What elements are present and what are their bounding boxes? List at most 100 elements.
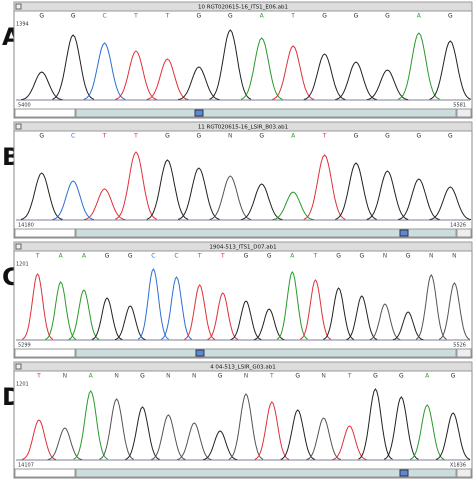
base-call: N: [383, 253, 388, 260]
base-call: C: [151, 253, 155, 260]
trace-peak: [303, 154, 346, 220]
scrollbar[interactable]: [75, 228, 457, 238]
trace-peak: [21, 419, 57, 461]
base-call: N: [114, 373, 119, 380]
close-box[interactable]: [15, 363, 22, 370]
trace-peak: [177, 167, 220, 220]
trace-peak: [52, 180, 95, 221]
base-call: G: [228, 13, 233, 20]
close-box[interactable]: [15, 243, 22, 250]
status-box: [14, 468, 76, 478]
base-call: G: [399, 373, 404, 380]
base-call: G: [385, 13, 390, 20]
trace-peak: [429, 40, 472, 100]
scroll-thumb[interactable]: [195, 349, 205, 357]
start-position: 14107: [18, 463, 34, 469]
base-call: G: [197, 133, 202, 140]
base-call: A: [82, 253, 87, 260]
trace-peak: [177, 66, 220, 101]
trace-peak: [306, 417, 341, 460]
base-call: G: [322, 13, 327, 20]
scroll-thumb[interactable]: [194, 109, 204, 117]
trace-peak: [335, 162, 377, 220]
close-box[interactable]: [15, 3, 22, 10]
trace-peak: [366, 69, 409, 101]
trace-peak: [125, 406, 160, 460]
trace-peak: [366, 170, 409, 220]
end-position: X1836: [450, 463, 466, 469]
base-call: G: [259, 133, 264, 140]
window: [13, 121, 473, 239]
trace-peak: [209, 175, 252, 220]
title-bar: [13, 1, 473, 12]
base-call: G: [417, 133, 422, 140]
scale-label: 1394: [16, 22, 29, 28]
scroll-thumb[interactable]: [399, 469, 409, 477]
close-box[interactable]: [15, 123, 22, 130]
trace-peak: [209, 29, 252, 100]
base-call: T: [133, 13, 138, 20]
scroll-thumb[interactable]: [399, 229, 409, 237]
status-box: [14, 348, 76, 358]
trace-peak: [230, 300, 262, 341]
scale-label: 1201: [16, 382, 29, 388]
trace-peak: [146, 159, 189, 220]
trace-peak: [177, 422, 212, 461]
trace-peak: [332, 425, 367, 461]
status-box: [14, 108, 76, 118]
scroll-arrows[interactable]: [456, 348, 472, 358]
base-call: A: [260, 13, 265, 20]
base-call: G: [336, 253, 341, 260]
base-call: N: [429, 253, 434, 260]
scrollbar[interactable]: [75, 468, 457, 478]
base-call: G: [385, 133, 390, 140]
trace-peak: [254, 401, 290, 460]
trace-peak: [151, 414, 186, 460]
base-call: G: [71, 13, 76, 20]
trace-peak: [415, 274, 447, 340]
trace-peak: [45, 281, 77, 340]
trace-peak: [397, 178, 440, 220]
trace-peak: [276, 271, 308, 340]
start-position: 14180: [18, 223, 34, 229]
base-call: G: [267, 253, 272, 260]
base-call: A: [59, 253, 64, 260]
base-call: T: [290, 13, 295, 20]
trace-peak: [253, 308, 285, 341]
trace-peak: [114, 305, 146, 341]
trace-peak: [280, 409, 315, 460]
trace-peak: [99, 398, 134, 460]
base-call: T: [36, 373, 41, 380]
status-box: [14, 228, 76, 238]
base-call: T: [313, 253, 318, 260]
trace-peak: [240, 183, 283, 221]
trace-peak: [20, 172, 63, 220]
base-call: G: [448, 133, 453, 140]
trace-peak: [202, 430, 238, 461]
base-call: G: [218, 373, 223, 380]
title-bar: [13, 361, 473, 372]
scroll-arrows[interactable]: [456, 228, 472, 238]
base-call: N: [452, 253, 457, 260]
trace-peak: [409, 404, 445, 460]
trace-peak: [435, 412, 471, 460]
trace-peak: [207, 292, 239, 340]
trace-peak: [137, 267, 169, 340]
base-call: G: [165, 133, 170, 140]
scrollbar[interactable]: [75, 348, 457, 358]
base-call: G: [451, 373, 456, 380]
trace-peak: [369, 303, 401, 341]
trace-peak: [392, 311, 424, 341]
window: [13, 1, 473, 119]
trace-peak: [160, 276, 193, 340]
trace-peak: [358, 388, 393, 460]
base-call: G: [448, 13, 453, 20]
trace-peak: [272, 191, 314, 221]
trace-peak: [91, 297, 123, 340]
base-call: N: [192, 373, 197, 380]
scroll-arrows[interactable]: [456, 108, 472, 118]
scroll-arrows[interactable]: [456, 468, 472, 478]
scrollbar[interactable]: [75, 108, 457, 118]
base-call: T: [102, 133, 107, 140]
